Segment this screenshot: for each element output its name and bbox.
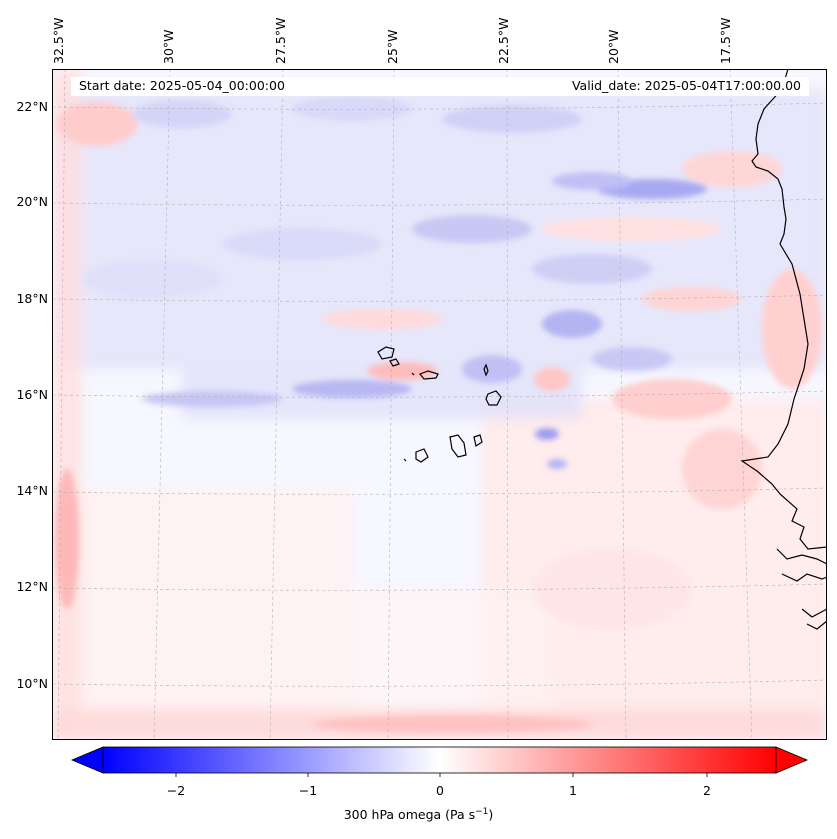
colorbar-extend-high [775, 746, 809, 774]
omega-field-svg [52, 69, 827, 740]
colorbar-label: 300 hPa omega (Pa s−1) [343, 807, 494, 823]
colorbar-extend-low [70, 746, 104, 774]
colorbar-tick-2: 2 [703, 783, 711, 798]
lat-label-20n: 20°N [16, 194, 48, 209]
lat-label-22n: 22°N [16, 99, 48, 114]
lat-label-12n: 12°N [16, 579, 48, 594]
colorbar-ticks [175, 773, 708, 777]
colorbar-tick-neg2: −2 [166, 783, 186, 798]
date-banner: Start date: 2025-05-04_00:00:00 Valid_da… [71, 77, 809, 96]
map-panel[interactable] [52, 69, 827, 740]
start-date-label: Start date: 2025-05-04_00:00:00 [79, 78, 285, 93]
cape-verde-islands [377, 346, 502, 463]
colorbar-tick-1: 1 [569, 783, 577, 798]
lat-label-18n: 18°N [16, 291, 48, 306]
lat-label-16n: 16°N [16, 387, 48, 402]
lat-label-10n: 10°N [16, 676, 48, 691]
graticule [52, 69, 827, 740]
colorbar-tick-0: 0 [436, 783, 444, 798]
colorbar-body [102, 746, 777, 774]
omega-shading-detail [55, 97, 822, 733]
coastline [740, 69, 827, 630]
colorbar-tick-neg1: −1 [298, 783, 318, 798]
lat-label-14n: 14°N [16, 483, 48, 498]
valid-date-label: Valid_date: 2025-05-04T17:00:00.00 [571, 78, 801, 93]
